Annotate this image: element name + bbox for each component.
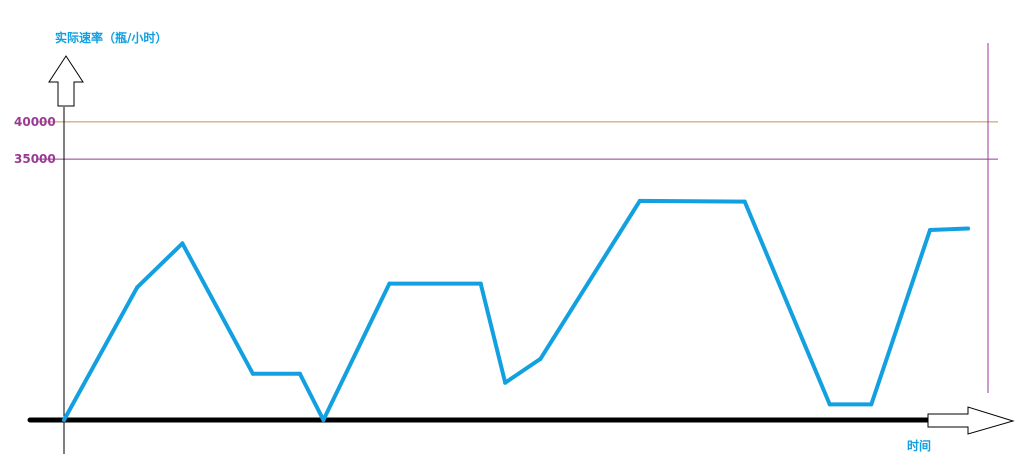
series-point [637,198,642,203]
series-point [297,371,302,376]
series-point [387,281,392,286]
series-point [478,281,483,286]
series-point [928,227,933,232]
series-point [135,285,140,290]
y-axis-arrow-icon [48,55,84,107]
series-point [62,418,66,422]
series-point [869,402,874,407]
y-tick-label-35000: 35000 [14,152,56,166]
series-point [742,199,747,204]
series-point [503,380,508,385]
series-point [250,371,255,376]
series-point [321,418,326,422]
series-point [180,241,185,246]
x-axis-arrow-icon [927,406,1015,435]
series-point [966,226,970,231]
y-tick-label-40000: 40000 [14,115,56,129]
series-line [62,198,970,422]
series-point [827,402,832,407]
series-point [538,356,543,361]
series-group [62,198,970,422]
x-axis-title: 时间 [907,438,931,453]
y-axis-title: 实际速率（瓶/小时） [55,30,167,45]
